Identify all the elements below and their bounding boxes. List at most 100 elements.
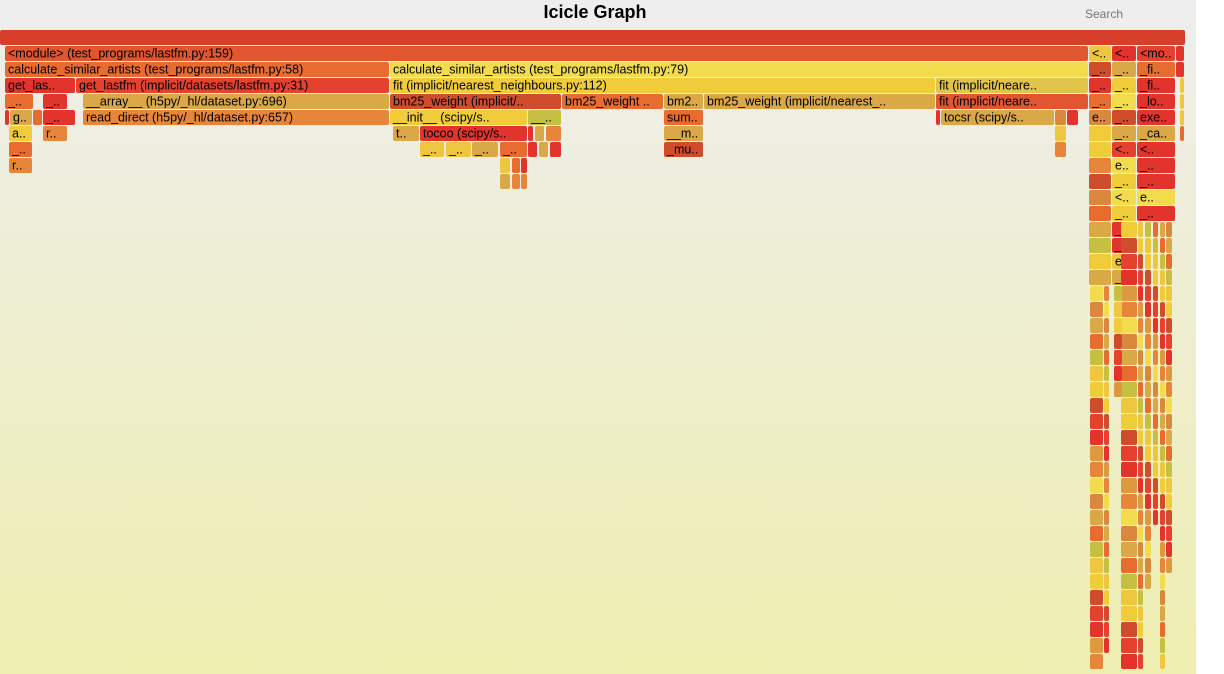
stack-frame-0-18[interactable] (1090, 318, 1103, 333)
stack-frame-5-28[interactable] (1153, 478, 1158, 493)
stack-frame-4-18[interactable] (1145, 318, 1151, 333)
stack-frame-0-17[interactable] (1090, 302, 1103, 317)
frame-rect[interactable] (1176, 46, 1184, 61)
stack-frame-3-36[interactable] (1138, 606, 1143, 621)
frame-rect[interactable] (512, 174, 520, 189)
frame-19[interactable] (1180, 78, 1184, 93)
stack-frame-5-25[interactable] (1153, 430, 1158, 445)
stack-frame-2-30[interactable] (1121, 510, 1137, 525)
stack-frame-3-26[interactable] (1138, 446, 1143, 461)
frame-rect[interactable] (390, 78, 935, 93)
stack-frame-0-20[interactable] (1090, 350, 1103, 365)
stack-frame-1-33[interactable] (1104, 558, 1109, 573)
stack-frame-2-33[interactable] (1121, 558, 1137, 573)
frame-68[interactable] (550, 142, 561, 157)
frame-93[interactable] (1089, 222, 1111, 237)
frame-rect[interactable] (5, 62, 389, 77)
stack-frame-7-21[interactable] (1166, 366, 1172, 381)
frame-39[interactable]: sum.. (664, 110, 703, 125)
frame-64[interactable]: _.. (472, 142, 498, 157)
stack-frame-7-25[interactable] (1166, 430, 1172, 445)
frame-44[interactable]: e.. (1089, 110, 1111, 125)
stack-frame-3-21[interactable] (1138, 366, 1143, 381)
frame-rect[interactable] (1137, 62, 1175, 77)
frame-rect[interactable] (1112, 78, 1136, 93)
stack-frame-5-26[interactable] (1153, 446, 1158, 461)
stack-frame-3-24[interactable] (1138, 414, 1143, 429)
frame-rect[interactable] (1180, 78, 1184, 93)
stack-frame-7-22[interactable] (1166, 382, 1172, 397)
frame-72[interactable]: <.. (1112, 142, 1136, 157)
frame-37[interactable]: __init__ (scipy/s.. (390, 110, 527, 125)
frame-rect[interactable] (10, 110, 32, 125)
frame-rect[interactable] (43, 126, 67, 141)
frame-67[interactable] (539, 142, 548, 157)
frame-16[interactable]: _.. (1089, 78, 1111, 93)
stack-frame-3-37[interactable] (1138, 622, 1143, 637)
stack-frame-0-34[interactable] (1090, 574, 1103, 589)
stack-frame-1-25[interactable] (1104, 430, 1109, 445)
frame-34[interactable] (33, 110, 42, 125)
frame-17[interactable]: _.. (1112, 78, 1136, 93)
stack-frame-6-28[interactable] (1160, 478, 1165, 493)
stack-frame-0-16[interactable] (1090, 286, 1103, 301)
frame-rect[interactable] (33, 110, 42, 125)
stack-frame-4-27[interactable] (1145, 462, 1151, 477)
stack-frame-2-39[interactable] (1121, 654, 1137, 669)
stack-frame-3-39[interactable] (1138, 654, 1143, 669)
frame-rect[interactable] (1089, 126, 1111, 141)
stack-frame-7-16[interactable] (1166, 286, 1172, 301)
stack-frame-3-19[interactable] (1138, 334, 1143, 349)
stack-frame-4-32[interactable] (1145, 542, 1151, 557)
stack-frame-2-32[interactable] (1121, 542, 1137, 557)
frame-rect[interactable] (1137, 158, 1175, 173)
frame-51[interactable]: tocoo (scipy/s.. (420, 126, 527, 141)
stack-frame-7-18[interactable] (1166, 318, 1172, 333)
frame-rect[interactable] (1180, 94, 1184, 109)
frame-rect[interactable] (1089, 222, 1111, 237)
stack-frame-2-35[interactable] (1121, 590, 1137, 605)
frame-36[interactable]: read_direct (h5py/_hl/dataset.py:657) (83, 110, 389, 125)
stack-frame-4-25[interactable] (1145, 430, 1151, 445)
stack-frame-7-13[interactable] (1166, 238, 1172, 253)
frame-rect[interactable] (1089, 46, 1111, 61)
frame-35[interactable]: _.. (43, 110, 75, 125)
frame-rect[interactable] (5, 94, 33, 109)
frame-48[interactable]: a.. (9, 126, 32, 141)
stack-frame-6-34[interactable] (1160, 574, 1165, 589)
frame-rect[interactable] (1112, 126, 1136, 141)
stack-frame-3-23[interactable] (1138, 398, 1143, 413)
frame-91[interactable]: _.. (1112, 206, 1136, 221)
frame-27[interactable]: fit (implicit/neare.. (936, 94, 1088, 109)
stack-frame-2-23[interactable] (1121, 398, 1137, 413)
stack-frame-4-33[interactable] (1145, 558, 1151, 573)
stack-frame-1-21[interactable] (1104, 366, 1109, 381)
stack-frame-5-29[interactable] (1153, 494, 1158, 509)
frame-rect[interactable] (528, 142, 537, 157)
frame-23[interactable]: bm25_weight (implicit/.. (390, 94, 561, 109)
stack-frame-3-28[interactable] (1138, 478, 1143, 493)
stack-frame-2-12[interactable] (1121, 222, 1137, 237)
stack-frame-7-28[interactable] (1166, 478, 1172, 493)
frame-rect[interactable] (1055, 142, 1066, 157)
frame-15[interactable]: fit (implicit/neare.. (936, 78, 1088, 93)
frame-75[interactable] (500, 158, 510, 173)
stack-frame-1-19[interactable] (1104, 334, 1109, 349)
stack-frame-5-12[interactable] (1153, 222, 1158, 237)
frame-rect[interactable] (420, 142, 444, 157)
frame-rect[interactable] (1112, 62, 1136, 77)
frame-95[interactable] (1089, 238, 1111, 253)
frame-rect[interactable] (1137, 110, 1175, 125)
frame-32[interactable] (5, 110, 9, 125)
frame-rect[interactable] (5, 46, 1088, 61)
frame-11[interactable] (1176, 62, 1184, 77)
stack-frame-1-26[interactable] (1104, 446, 1109, 461)
stack-frame-1-28[interactable] (1104, 478, 1109, 493)
frame-rect[interactable] (512, 158, 520, 173)
stack-frame-6-19[interactable] (1160, 334, 1165, 349)
stack-frame-2-13[interactable] (1121, 238, 1137, 253)
stack-frame-3-17[interactable] (1138, 302, 1143, 317)
frame-13[interactable]: get_lastfm (implicit/datasets/lastfm.py:… (76, 78, 389, 93)
stack-frame-2-37[interactable] (1121, 622, 1137, 637)
stack-frame-3-14[interactable] (1138, 254, 1143, 269)
